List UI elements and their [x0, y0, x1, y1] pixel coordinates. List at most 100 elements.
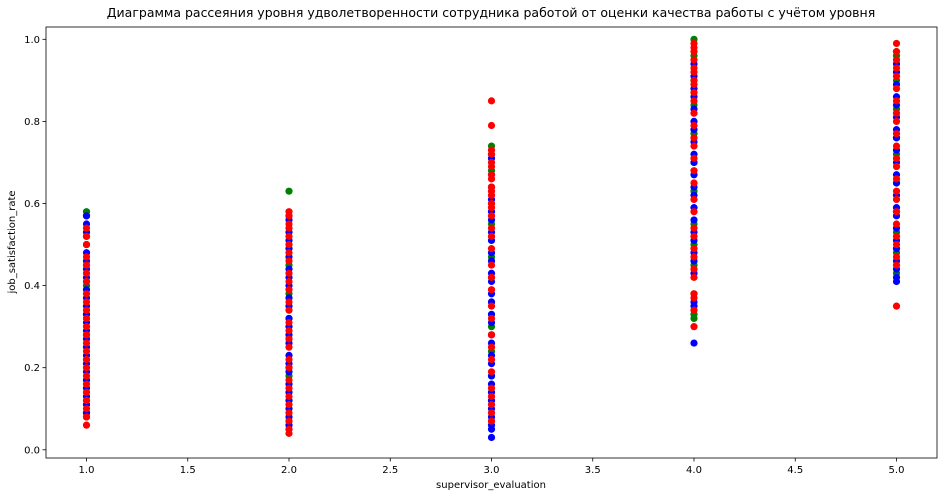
scatter-point — [690, 265, 698, 273]
scatter-point — [690, 339, 698, 347]
y-tick-label: 1.0 — [24, 35, 40, 46]
scatter-point — [892, 261, 901, 269]
scatter-point — [487, 162, 496, 171]
scatter-point — [285, 240, 293, 249]
y-tick-label: 0.0 — [24, 445, 40, 456]
scatter-point — [487, 314, 496, 323]
scatter-point — [82, 240, 91, 249]
scatter-point — [285, 187, 293, 195]
scatter-point — [487, 417, 496, 425]
scatter-point — [82, 277, 91, 286]
scatter-point — [892, 154, 901, 162]
scatter-point — [285, 232, 293, 240]
scatter-point — [82, 364, 91, 372]
x-tick-label: 1.0 — [79, 465, 95, 476]
scatter-point — [82, 314, 91, 323]
scatter-point — [690, 89, 698, 97]
scatter-point — [690, 216, 698, 224]
scatter-point — [690, 179, 698, 187]
scatter-point — [487, 175, 496, 183]
scatter-point — [892, 84, 901, 93]
scatter-point — [82, 261, 91, 269]
scatter-point — [487, 232, 496, 240]
scatter-point — [892, 187, 901, 195]
scatter-point — [690, 80, 698, 89]
x-tick-label: 3.5 — [585, 465, 601, 476]
scatter-point — [82, 212, 91, 220]
scatter-point — [487, 343, 496, 351]
scatter-point — [285, 355, 293, 364]
scatter-point — [285, 384, 293, 392]
scatter-point — [285, 224, 293, 232]
scatter-point — [892, 253, 901, 261]
scatter-point — [892, 109, 901, 117]
scatter-point — [892, 175, 901, 183]
scatter-point — [285, 257, 293, 265]
x-tick-label: 2.0 — [281, 465, 297, 476]
scatter-point — [487, 261, 496, 269]
scatter-point — [285, 409, 293, 417]
scatter-point — [892, 64, 901, 72]
scatter-point — [892, 56, 901, 64]
scatter-point — [690, 245, 698, 253]
scatter-point — [690, 121, 698, 130]
x-tick-label: 4.5 — [787, 465, 803, 476]
scatter-point — [892, 240, 901, 249]
scatter-point — [285, 306, 293, 314]
scatter-point — [285, 318, 293, 327]
scatter-point — [82, 290, 91, 298]
scatter-point — [892, 39, 901, 48]
scatter-point — [690, 314, 698, 323]
x-axis-label: supervisor_evaluation — [436, 480, 546, 491]
y-tick-label: 0.2 — [24, 363, 40, 374]
scatter-point — [892, 208, 901, 216]
scatter-point — [487, 97, 496, 105]
scatter-point — [892, 72, 901, 80]
scatter-point — [892, 117, 901, 126]
plot-area-frame — [45, 26, 938, 459]
scatter-point — [487, 212, 496, 220]
scatter-point — [892, 162, 901, 171]
scatter-point — [487, 224, 496, 232]
scatter-point — [82, 331, 91, 339]
scatter-point — [690, 68, 698, 76]
scatter-point — [82, 323, 91, 331]
scatter-point — [892, 277, 901, 286]
scatter-point — [285, 401, 293, 409]
scatter-point — [487, 245, 496, 253]
scatter-point — [690, 154, 698, 162]
x-axis-ticks: 1.0 1.5 2.0 2.5 3.0 3.5 4.0 4.5 5.0 — [79, 458, 904, 476]
scatter-point — [487, 121, 496, 130]
plot-points — [82, 35, 901, 442]
scatter-point — [285, 364, 293, 372]
y-tick-label: 0.8 — [24, 117, 40, 128]
scatter-point — [82, 396, 91, 405]
scatter-point — [82, 253, 91, 261]
scatter-point — [690, 109, 698, 117]
scatter-point — [690, 306, 698, 314]
scatter-point — [285, 298, 293, 306]
scatter-point — [82, 224, 91, 232]
scatter-point — [82, 306, 91, 314]
scatter-point — [690, 224, 698, 232]
y-axis-label: job_satisfaction_rate — [7, 190, 18, 294]
y-axis-ticks: 0.0 0.2 0.4 0.6 0.8 1.0 — [24, 35, 46, 456]
scatter-point — [285, 417, 293, 425]
x-tick-label: 4.0 — [686, 465, 702, 476]
scatter-point — [487, 433, 496, 442]
scatter-point — [82, 413, 91, 421]
scatter-point — [487, 355, 496, 364]
scatter-point — [690, 253, 698, 261]
scatter-point — [82, 388, 91, 396]
scatter-point — [285, 277, 293, 286]
scatter-point — [285, 269, 293, 277]
scatter-point — [285, 343, 293, 351]
scatter-point — [892, 302, 901, 310]
scatter-point — [487, 401, 496, 409]
scatter-point — [892, 195, 901, 203]
chart-title: Диаграмма рассеяния уровня удволетворенн… — [107, 5, 875, 20]
scatter-point — [892, 220, 901, 228]
scatter-point — [285, 249, 293, 257]
scatter-point — [82, 380, 91, 388]
